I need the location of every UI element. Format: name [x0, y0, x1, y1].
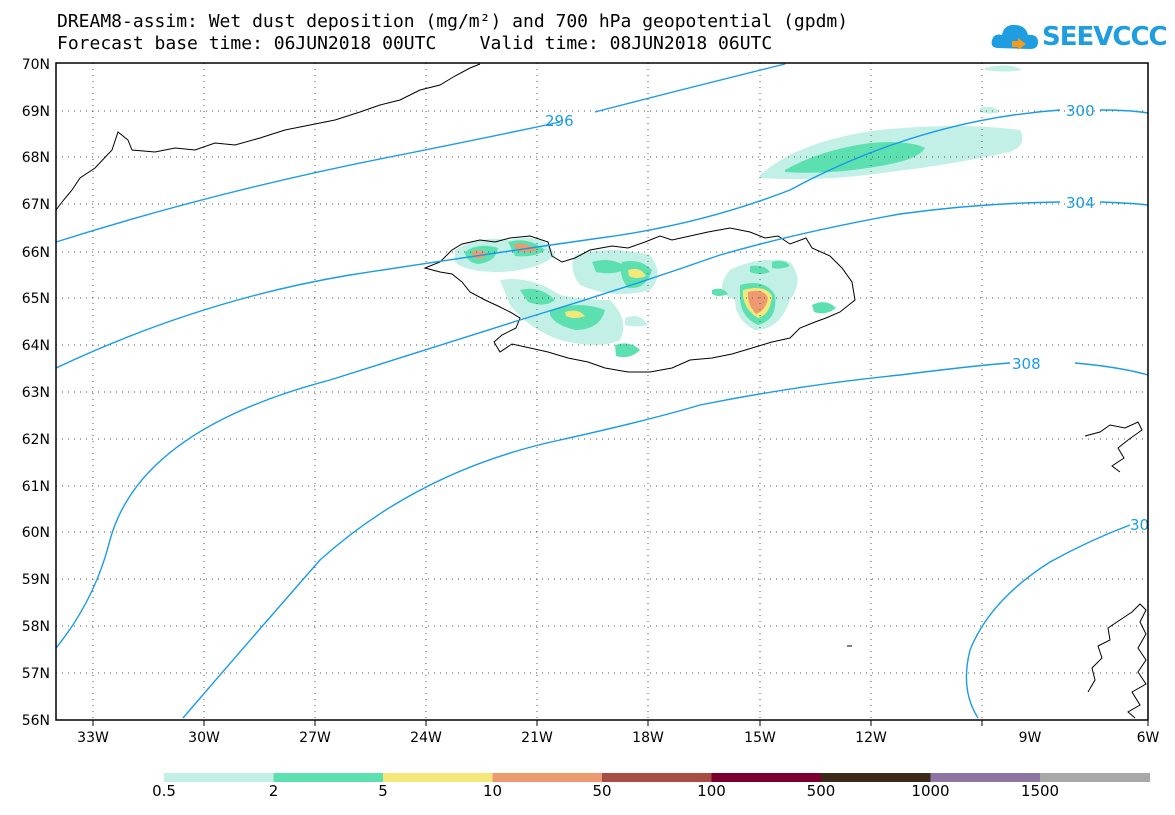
colorbar [164, 773, 1150, 782]
colorbar-swatch [1040, 773, 1150, 782]
lon-label: 30W [188, 730, 220, 746]
colorbar-label: 500 [806, 782, 836, 800]
dust-deposition-shading [455, 65, 1023, 358]
seevccc-logo: SEEVCCC [990, 18, 1168, 58]
lat-label: 68N [22, 150, 50, 166]
lon-label: 12W [855, 730, 887, 746]
contour-label-296: 296 [545, 112, 574, 130]
map-frame [55, 62, 1149, 721]
colorbar-label: 2 [268, 782, 279, 800]
colorbar-label: 1000 [911, 782, 950, 800]
lat-label: 69N [22, 104, 50, 120]
colorbar-swatch [602, 773, 712, 782]
lat-label: 66N [22, 245, 50, 261]
graticule [56, 63, 1148, 720]
lat-label: 57N [22, 666, 50, 682]
lat-label: 60N [22, 525, 50, 541]
contour-label-300: 300 [1066, 102, 1095, 120]
lat-label: 67N [22, 197, 50, 213]
latitude-labels: 70N 69N 68N 67N 66N 65N 64N 63N 62N 61N … [22, 57, 50, 729]
lon-label: 24W [410, 730, 442, 746]
colorbar-label: 10 [482, 782, 503, 800]
geopotential-contours [55, 63, 1149, 719]
colorbar-swatch [492, 773, 603, 782]
lat-label: 65N [22, 291, 50, 307]
colorbar-swatch [164, 773, 274, 782]
lon-label: 6W [1137, 730, 1160, 746]
lon-label: 9W [1019, 730, 1042, 746]
longitude-labels: 33W 30W 27W 24W 21W 18W 15W 12W 9W 6W [77, 730, 1159, 746]
lon-label: 21W [521, 730, 553, 746]
lat-label: 59N [22, 572, 50, 588]
logo-text: SEEVCCC [1042, 22, 1168, 52]
colorbar-label: 5 [378, 782, 388, 800]
contour-label-304: 304 [1066, 194, 1095, 212]
colorbar-label: 0.5 [152, 782, 176, 800]
axis-ticks [92, 720, 1149, 726]
colorbar-swatch [711, 773, 822, 782]
lat-label: 62N [22, 432, 50, 448]
colorbar-swatch [383, 773, 493, 782]
colorbar-label: 50 [592, 782, 612, 800]
coastlines [55, 63, 1147, 719]
lon-label: 27W [299, 730, 331, 746]
lat-label: 64N [22, 338, 50, 354]
map-subtitle: Forecast base time: 06JUN2018 00UTC Vali… [57, 33, 773, 54]
lat-label: 63N [22, 385, 50, 401]
colorbar-label: 100 [697, 782, 726, 800]
colorbar-swatch [273, 773, 384, 782]
lat-label: 61N [22, 479, 50, 495]
lat-label: 58N [22, 619, 50, 635]
lon-label: 18W [632, 730, 664, 746]
colorbar-label: 1500 [1020, 782, 1060, 800]
colorbar-swatch [821, 773, 931, 782]
map-title: DREAM8-assim: Wet dust deposition (mg/m²… [57, 11, 849, 32]
lat-label: 56N [22, 713, 50, 729]
lon-label: 15W [744, 730, 776, 746]
colorbar-swatch [930, 773, 1041, 782]
lat-label: 70N [22, 57, 50, 73]
contour-label-308: 308 [1012, 355, 1041, 373]
lon-label: 33W [77, 730, 109, 746]
cloud-icon [991, 24, 1038, 50]
contour-label-30x: 30 [1130, 516, 1149, 534]
